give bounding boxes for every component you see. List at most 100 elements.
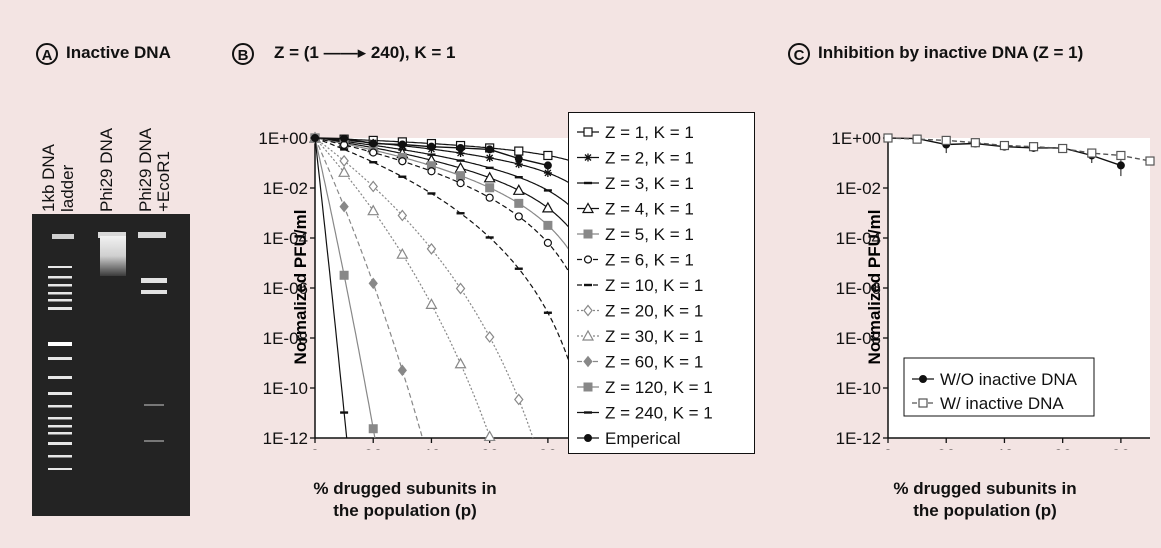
chart-b-data-point xyxy=(485,236,494,239)
chart-c: Normalized PFU/ml 1E+00 1E-02 1E-04 1E-06 1E… xyxy=(831,129,1155,450)
chart-b-series-line xyxy=(314,137,575,286)
chart-b-data-point xyxy=(485,145,494,154)
chart-b-data-point xyxy=(398,140,407,149)
chart-c-legend-item: W/O inactive DNA xyxy=(912,370,1078,389)
chart-c-data-point xyxy=(1116,150,1126,161)
chart-b-series xyxy=(311,134,552,170)
chart-c-series-line xyxy=(887,137,1151,162)
panel-a-badge: A xyxy=(36,43,58,65)
chart-c-data-point xyxy=(1116,161,1125,170)
legend-swatch-marker xyxy=(581,329,595,341)
chart-b-plot-area xyxy=(315,138,575,438)
chart-c-legend-item: W/ inactive DNA xyxy=(912,394,1064,413)
chart-b-data-point xyxy=(485,183,495,193)
legend-swatch-marker xyxy=(584,283,592,287)
chart-b-series-line xyxy=(314,137,423,439)
lane-label-3: Phi29 DNA xyxy=(97,127,116,212)
gel-bands xyxy=(48,232,167,470)
lane-label-4: Phi29 DNA xyxy=(136,127,155,212)
chart-b-legend-label: Z = 1, K = 1 xyxy=(605,123,694,142)
chart-b-legend-label: Z = 4, K = 1 xyxy=(605,200,694,219)
chart-b-data-point xyxy=(367,204,380,216)
chart-c-y-tick-label: 1E-06 xyxy=(836,279,881,298)
chart-c-xlabel: % drugged subunits in the population (p) xyxy=(893,479,1077,520)
gel-background xyxy=(32,214,190,516)
chart-b-y-tick-label: 1E-08 xyxy=(263,329,308,348)
chart-c-y-tick-label: 1E-02 xyxy=(836,179,881,198)
legend-swatch-marker xyxy=(583,382,593,392)
chart-b-data-point xyxy=(514,212,523,221)
chart-b-y-tick-label: 1E-10 xyxy=(263,379,308,398)
legend-swatch-marker xyxy=(583,355,593,368)
chart-b-legend-item: Z = 3, K = 1 xyxy=(577,174,694,193)
chart-b-data-point xyxy=(484,331,495,343)
chart-b-legend: Z = 1, K = 1 Z = 2, K = 1 Z = 3, K = 1 Z = … xyxy=(568,112,755,454)
panel-a-header: A Inactive DNA xyxy=(36,43,171,65)
chart-b-legend-item: Z = 30, K = 1 xyxy=(577,327,703,346)
chart-b-data-point xyxy=(541,201,554,213)
chart-b-data-point xyxy=(483,171,496,183)
chart-b-data-point xyxy=(338,166,351,177)
legend-swatch-marker xyxy=(919,375,927,383)
chart-b-legend-item: Z = 60, K = 1 xyxy=(577,353,703,372)
legend-swatch-marker xyxy=(584,411,592,414)
chart-b-data-point xyxy=(425,298,438,309)
chart-c-data-point xyxy=(999,140,1010,151)
chart-c-data-point xyxy=(1058,143,1068,154)
chart-b-legend-label: Z = 20, K = 1 xyxy=(605,302,703,321)
chart-b-legend-item: Z = 4, K = 1 xyxy=(577,200,694,219)
chart-c-ylabel: Normalized PFU/ml xyxy=(865,210,884,365)
panel-c-badge: C xyxy=(788,43,810,65)
chart-b-data-point xyxy=(340,148,349,151)
chart-b-legend-label: Z = 2, K = 1 xyxy=(605,149,694,168)
chart-b-data-point xyxy=(485,193,494,202)
chart-b-data-point xyxy=(456,143,465,152)
chart-b-legend-item: Emperical xyxy=(577,429,681,448)
chart-b-legend-label: Z = 10, K = 1 xyxy=(605,276,703,295)
chart-c-x-tick-label: 20 xyxy=(937,446,956,450)
chart-b-data-point xyxy=(427,167,436,176)
chart-b-legend-item: Z = 20, K = 1 xyxy=(577,302,703,321)
legend-swatch-marker xyxy=(583,127,593,137)
chart-c-x-tick-label: 0 xyxy=(883,446,892,450)
chart-c-data-point xyxy=(941,135,951,146)
chart-b-legend-label: Z = 30, K = 1 xyxy=(605,327,703,346)
chart-b-data-point xyxy=(454,357,467,369)
chart-b-data-point xyxy=(426,242,437,255)
panel-c-title: Inhibition by inactive DNA (Z = 1) xyxy=(818,43,1084,62)
chart-b-data-point xyxy=(339,270,349,280)
lane-label-2: ladder xyxy=(58,164,77,212)
chart-b-xlabel: % drugged subunits in the population (p) xyxy=(313,479,497,520)
chart-c-data-point xyxy=(883,133,893,143)
chart-b-x-tick-label: 80 xyxy=(538,446,557,450)
chart-c-data-point xyxy=(1087,148,1097,158)
chart-c-y-tick-label: 1E-10 xyxy=(836,379,881,398)
chart-b-legend-label: Z = 6, K = 1 xyxy=(605,251,694,270)
chart-b-data-point xyxy=(456,212,465,215)
chart-b-legend-label: Emperical xyxy=(605,429,681,448)
chart-b-legend-item: Z = 240, K = 1 xyxy=(577,404,713,423)
chart-c-legend-label: W/ inactive DNA xyxy=(940,394,1064,413)
chart-b-data-point xyxy=(543,220,553,230)
chart-b-legend-item: Z = 120, K = 1 xyxy=(577,378,713,397)
chart-b-series xyxy=(310,132,534,439)
chart-c-series xyxy=(883,133,1155,166)
chart-b-y-tick-label: 1E-02 xyxy=(263,179,308,198)
chart-c-data-point xyxy=(970,138,980,148)
chart-b-data-point xyxy=(543,311,552,314)
chart-b-data-point xyxy=(340,134,349,143)
chart-b-data-point xyxy=(514,154,523,163)
chart-b-data-point xyxy=(485,166,494,170)
chart-b-data-point xyxy=(485,153,494,162)
chart-b-data-point xyxy=(543,189,552,192)
chart-b-series-line xyxy=(314,137,575,384)
chart-b-data-point xyxy=(514,393,524,406)
chart-c-y-tick-label: 1E-04 xyxy=(836,229,881,248)
chart-b-data-point xyxy=(368,277,378,290)
chart-c-legend xyxy=(903,357,1095,417)
legend-swatch-marker xyxy=(583,229,593,239)
chart-b: Normalized PFU/ml 1E+00 1E-02 1E-04 1E-06 1E… xyxy=(258,129,575,450)
chart-b-data-point xyxy=(369,161,378,164)
chart-c-y-tick-label: 1E+00 xyxy=(831,129,881,148)
